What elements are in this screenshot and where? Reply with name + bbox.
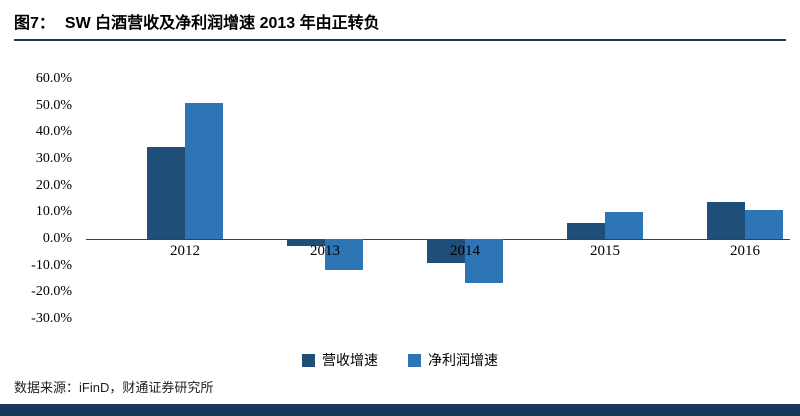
y-tick-label: 50.0% — [35, 97, 72, 113]
bar-revenue-growth-2014 — [427, 239, 465, 263]
y-tick-label: 20.0% — [35, 177, 72, 193]
legend-swatch-net-profit-growth — [408, 353, 421, 367]
bar-net-profit-growth-2016 — [745, 209, 783, 239]
data-source-text: 数据来源：iFinD，财通证券研究所 — [14, 380, 214, 395]
bar-revenue-growth-2013 — [287, 239, 325, 246]
figure-title: SW 白酒营收及净利润增速 2013 年由正转负 — [64, 15, 380, 32]
x-axis-label-2016: 2016 — [730, 243, 760, 259]
legend-item-revenue-growth: 营收增速 — [302, 350, 378, 370]
y-tick-label: 60.0% — [35, 71, 72, 86]
x-axis-label-2012: 2012 — [170, 243, 200, 259]
y-tick-label: 0.0% — [42, 231, 72, 246]
bar-revenue-growth-2015 — [567, 223, 605, 239]
y-tick-label: 30.0% — [35, 151, 72, 166]
y-tick-label: -30.0% — [31, 311, 72, 326]
bar-net-profit-growth-2015 — [605, 212, 643, 239]
x-axis-label-2015: 2015 — [590, 243, 620, 259]
y-tick-label: 10.0% — [35, 204, 72, 220]
bar-net-profit-growth-2014 — [465, 239, 503, 283]
y-tick-label: 40.0% — [35, 124, 72, 140]
legend-item-net-profit-growth: 净利润增速 — [408, 350, 498, 370]
bar-chart: 60.0% 50.0% 40.0% 30.0% 20.0% 10.0% 0.0% -10.0%… — [0, 49, 800, 334]
y-tick-label: -20.0% — [31, 284, 72, 300]
plot-area: 2012 2013 2014 2015 2016 — [115, 49, 800, 334]
y-tick-label: -10.0% — [31, 257, 72, 273]
data-source: 数据来源：iFinD，财通证券研究所 — [14, 377, 213, 396]
legend-swatch-revenue-growth — [302, 353, 315, 367]
chart-legend: 营收增速 净利润增速 — [0, 350, 800, 370]
bar-net-profit-growth-2013 — [325, 239, 363, 270]
x-axis-label-2014: 2014 — [450, 243, 480, 259]
x-axis-label-2013: 2013 — [310, 243, 340, 259]
y-axis: 60.0% 50.0% 40.0% 30.0% 20.0% 10.0% 0.0% -10.0%… — [0, 49, 76, 334]
bar-revenue-growth-2012 — [147, 147, 185, 239]
bar-revenue-growth-2016 — [707, 201, 745, 239]
figure-header: 图7： SW 白酒营收及净利润增速 2013 年由正转负 — [14, 0, 786, 41]
legend-label-net-profit-growth: 净利润增速 — [428, 354, 498, 369]
bar-net-profit-growth-2012 — [185, 103, 223, 239]
figure-number: 图7： — [14, 15, 55, 32]
bottom-accent-bar — [0, 404, 800, 416]
legend-label-revenue-growth: 营收增速 — [322, 354, 378, 369]
